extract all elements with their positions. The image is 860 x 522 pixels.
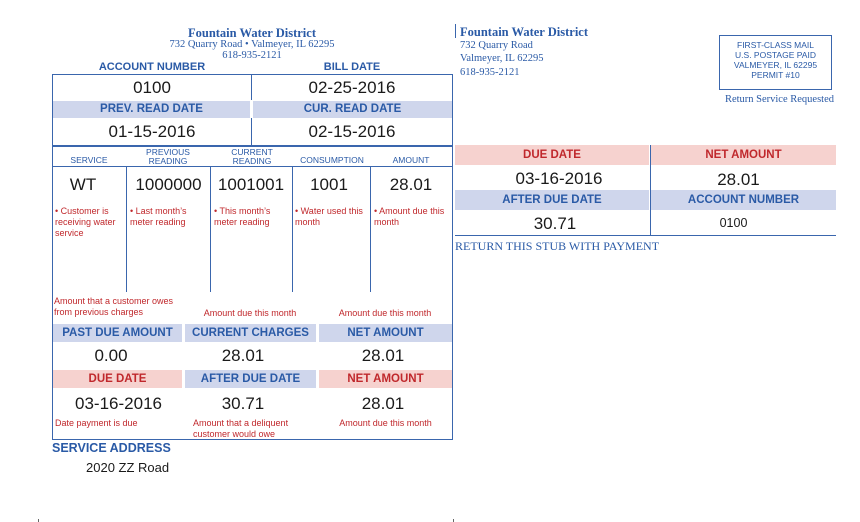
postage-line-4: PERMIT #10 [751, 70, 800, 80]
consumption-note: • Water used this month [295, 206, 363, 227]
service-value: WT [69, 175, 97, 194]
stub-divider [650, 145, 651, 235]
stub-due-date-value: 03-16-2016 [515, 169, 603, 188]
stub-after-due-value: 30.71 [533, 214, 577, 233]
district-address: 732 Quarry Road • Valmeyer, IL 62295 [169, 39, 335, 50]
col-divider [126, 166, 127, 292]
amount-value: 28.01 [389, 175, 433, 194]
net-amount-note: Amount due this month [338, 308, 432, 318]
past-due-value: 0.00 [94, 346, 128, 365]
net-amount-label-2: NET AMOUNT [319, 370, 452, 388]
main-box [52, 146, 453, 440]
due-date-note: Date payment is due [55, 418, 138, 428]
due-date-label: DUE DATE [53, 370, 182, 388]
bill-date-label: BILL DATE [323, 61, 381, 73]
district-name: Fountain Water District [187, 26, 316, 40]
stub-account-number-value: 0100 [719, 216, 748, 230]
prev-read-label: PREV. READ DATE [53, 101, 250, 118]
delinquent-note: Amount that a deliquent customer would o… [193, 418, 289, 439]
postage-line-1: FIRST-CLASS MAIL [737, 40, 814, 50]
service-note: • Customer is receiving water service [55, 206, 116, 238]
stub-address-2: Valmeyer, IL 62295 [460, 53, 544, 64]
dates-divider [251, 74, 252, 100]
postage-permit-box: FIRST-CLASS MAIL U.S. POSTAGE PAID VALME… [719, 35, 832, 90]
col-service-label: SERVICE [70, 155, 108, 165]
stub-net-amount-label: NET AMOUNT [651, 145, 836, 165]
read-divider [251, 118, 252, 146]
account-number: 0100 [133, 78, 171, 97]
stub-after-due-label: AFTER DUE DATE [455, 190, 649, 210]
past-due-label: PAST DUE AMOUNT [53, 324, 182, 342]
consumption-value: 1001 [310, 175, 348, 194]
current-charges-value: 28.01 [221, 346, 265, 365]
return-stub-text: RETURN THIS STUB WITH PAYMENT [455, 239, 660, 253]
stub-net-amount-value: 28.01 [717, 170, 760, 189]
service-address-label: SERVICE ADDRESS [52, 441, 171, 455]
past-due-note: Amount that a customer owes from previou… [54, 296, 174, 317]
postage-line-2: U.S. POSTAGE PAID [735, 50, 816, 60]
net-amount-label: NET AMOUNT [319, 324, 452, 342]
col-divider [210, 166, 211, 292]
crop-mark [453, 519, 454, 522]
cur-read-label: CUR. READ DATE [253, 101, 452, 118]
net-amount-value-2: 28.01 [361, 394, 405, 413]
current-charges-label: CURRENT CHARGES [185, 324, 316, 342]
account-number-label: ACCOUNT NUMBER [98, 61, 206, 73]
district-phone: 618-935-2121 [222, 50, 282, 61]
return-service-requested: Return Service Requested [724, 94, 834, 105]
stub-bottom-rule [455, 235, 836, 236]
after-due-date-value: 30.71 [221, 394, 265, 413]
postage-line-3: VALMEYER, IL 62295 [733, 60, 818, 70]
col-divider [370, 166, 371, 292]
current-reading-note: • This month’s meter reading [214, 206, 271, 227]
stub-account-number-label: ACCOUNT NUMBER [651, 190, 836, 210]
col-header-rule [53, 166, 452, 167]
current-reading-value: 1001001 [217, 175, 285, 194]
due-date-value: 03-16-2016 [75, 394, 162, 413]
previous-reading-note: • Last month’s meter reading [130, 206, 187, 227]
stub-district-name: Fountain Water District [460, 25, 589, 39]
bill-date: 02-25-2016 [308, 78, 396, 97]
stub-due-date-label: DUE DATE [455, 145, 649, 165]
crop-mark [38, 519, 39, 522]
stub-rule [455, 24, 456, 38]
cur-read-date: 02-15-2016 [308, 122, 396, 141]
amount-note: • Amount due this month [374, 206, 445, 227]
service-address: 2020 ZZ Road [86, 460, 170, 475]
stub-phone: 618-935-2121 [460, 67, 520, 78]
dates-box [52, 74, 453, 146]
col-divider [292, 166, 293, 292]
after-due-date-label: AFTER DUE DATE [185, 370, 316, 388]
net-amount-note-2: Amount due this month [339, 418, 432, 428]
net-amount-value: 28.01 [361, 346, 405, 365]
col-amount-label: AMOUNT [392, 155, 430, 165]
current-charges-note: Amount due this month [203, 308, 297, 318]
col-consumption-label: CONSUMPTION [300, 155, 364, 165]
previous-reading-value: 1000000 [135, 175, 202, 194]
prev-read-date: 01-15-2016 [108, 122, 196, 141]
stub-address-1: 732 Quarry Road [460, 40, 533, 51]
col-previous-label: PREVIOUS READING [146, 147, 190, 166]
col-current-label: CURRENT READING [231, 147, 273, 166]
